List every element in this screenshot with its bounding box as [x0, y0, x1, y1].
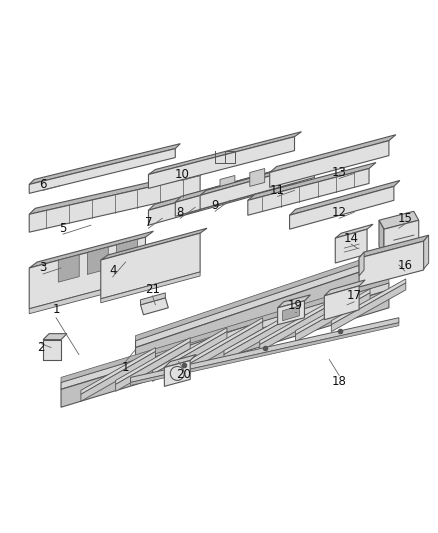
Polygon shape [324, 286, 359, 320]
Polygon shape [185, 196, 200, 214]
Polygon shape [148, 176, 270, 225]
Polygon shape [101, 233, 200, 299]
Polygon shape [152, 332, 227, 382]
Polygon shape [188, 318, 263, 365]
Text: 14: 14 [344, 232, 359, 245]
Text: 8: 8 [177, 206, 184, 219]
Text: 19: 19 [288, 300, 303, 312]
Polygon shape [335, 224, 373, 238]
Polygon shape [250, 168, 265, 187]
Polygon shape [81, 348, 155, 394]
Text: 20: 20 [176, 368, 191, 381]
Polygon shape [359, 235, 429, 258]
Text: 16: 16 [397, 259, 412, 271]
Polygon shape [260, 303, 334, 352]
Text: 4: 4 [109, 264, 117, 278]
Polygon shape [296, 289, 370, 335]
Polygon shape [81, 352, 155, 401]
Polygon shape [331, 283, 406, 332]
Polygon shape [135, 245, 419, 348]
Text: 9: 9 [211, 199, 219, 212]
Polygon shape [29, 149, 175, 193]
Polygon shape [175, 169, 294, 216]
Polygon shape [116, 337, 190, 384]
Polygon shape [152, 328, 227, 375]
Polygon shape [379, 211, 419, 229]
Polygon shape [270, 135, 396, 173]
Polygon shape [61, 290, 389, 407]
Polygon shape [29, 237, 145, 309]
Polygon shape [359, 241, 424, 287]
Polygon shape [220, 175, 235, 195]
Polygon shape [290, 187, 394, 229]
Polygon shape [335, 229, 367, 263]
Polygon shape [148, 171, 276, 211]
Polygon shape [135, 240, 419, 341]
Polygon shape [384, 220, 419, 257]
Text: 1: 1 [52, 303, 60, 316]
Polygon shape [278, 301, 304, 325]
Text: 12: 12 [332, 206, 347, 219]
Polygon shape [331, 279, 406, 325]
Polygon shape [29, 169, 206, 214]
Text: 17: 17 [346, 289, 362, 302]
Polygon shape [379, 220, 384, 255]
Text: 13: 13 [332, 166, 346, 179]
Polygon shape [359, 252, 364, 276]
Polygon shape [101, 272, 200, 303]
Polygon shape [141, 293, 165, 305]
Polygon shape [131, 322, 399, 385]
Text: 21: 21 [145, 284, 160, 296]
Text: 7: 7 [145, 216, 152, 229]
Polygon shape [29, 175, 200, 232]
Polygon shape [296, 293, 370, 342]
Polygon shape [29, 144, 180, 184]
Text: 15: 15 [397, 212, 412, 225]
Polygon shape [116, 342, 190, 391]
Polygon shape [424, 235, 429, 269]
Polygon shape [117, 239, 138, 266]
Polygon shape [224, 313, 298, 361]
Polygon shape [29, 231, 153, 268]
Polygon shape [141, 298, 168, 315]
Polygon shape [61, 278, 389, 382]
Polygon shape [200, 158, 320, 196]
Polygon shape [270, 141, 389, 188]
Polygon shape [200, 164, 314, 209]
Polygon shape [148, 136, 294, 188]
Polygon shape [260, 299, 334, 345]
Polygon shape [290, 181, 400, 215]
Polygon shape [324, 280, 365, 296]
Text: 3: 3 [39, 262, 47, 274]
Text: 18: 18 [332, 375, 346, 388]
Polygon shape [135, 252, 419, 364]
Polygon shape [175, 164, 300, 203]
Polygon shape [164, 354, 196, 367]
Text: 10: 10 [175, 168, 190, 181]
Text: 11: 11 [270, 184, 285, 197]
Polygon shape [188, 322, 263, 372]
Text: 1: 1 [122, 361, 129, 374]
Polygon shape [58, 255, 79, 282]
Polygon shape [43, 340, 61, 360]
Polygon shape [248, 168, 369, 215]
Polygon shape [101, 228, 207, 260]
Text: 5: 5 [59, 222, 67, 235]
Polygon shape [61, 283, 389, 389]
Polygon shape [164, 360, 190, 386]
Polygon shape [43, 334, 67, 340]
Text: 2: 2 [37, 341, 45, 354]
Polygon shape [224, 309, 298, 354]
Polygon shape [283, 306, 300, 321]
Polygon shape [29, 278, 145, 314]
Polygon shape [87, 247, 108, 274]
Text: 6: 6 [39, 178, 47, 191]
Polygon shape [148, 132, 301, 174]
Polygon shape [131, 318, 399, 382]
Polygon shape [248, 163, 376, 200]
Polygon shape [278, 295, 311, 308]
